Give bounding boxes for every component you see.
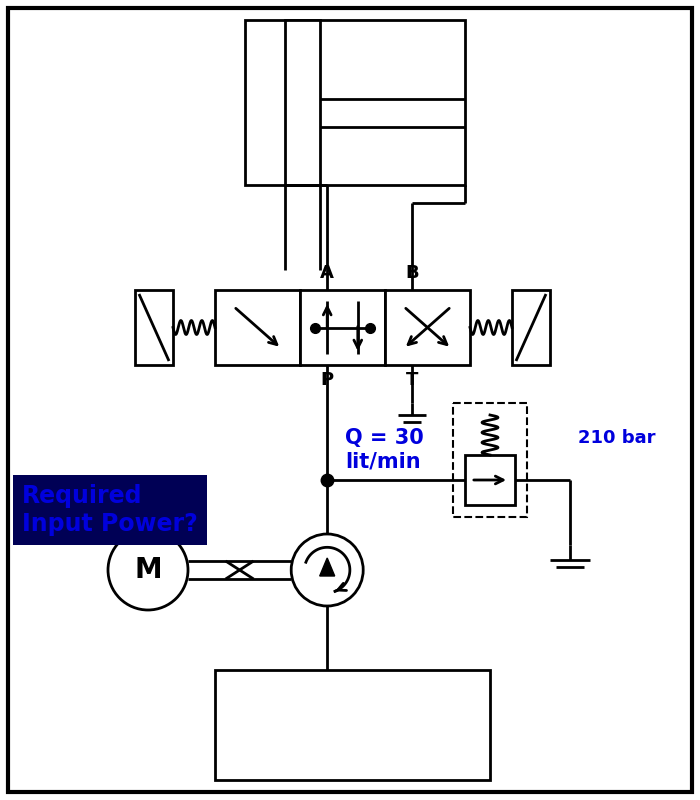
Bar bbox=[215, 290, 300, 365]
Bar bbox=[245, 20, 465, 185]
Text: P: P bbox=[321, 371, 334, 389]
Bar bbox=[285, 20, 320, 185]
Polygon shape bbox=[320, 558, 335, 576]
Text: A: A bbox=[321, 264, 334, 282]
Bar bbox=[385, 290, 470, 365]
Bar bbox=[215, 670, 490, 780]
Text: M: M bbox=[134, 556, 162, 584]
Text: Required
Input Power?: Required Input Power? bbox=[22, 484, 197, 536]
Text: Q = 30
lit/min: Q = 30 lit/min bbox=[345, 429, 424, 472]
Text: B: B bbox=[405, 264, 419, 282]
Text: T: T bbox=[406, 371, 419, 389]
Bar bbox=[135, 290, 173, 365]
Bar bbox=[465, 455, 515, 505]
Bar bbox=[512, 290, 550, 365]
Bar bbox=[300, 290, 385, 365]
Text: 210 bar: 210 bar bbox=[578, 429, 655, 447]
Bar bbox=[453, 403, 527, 517]
